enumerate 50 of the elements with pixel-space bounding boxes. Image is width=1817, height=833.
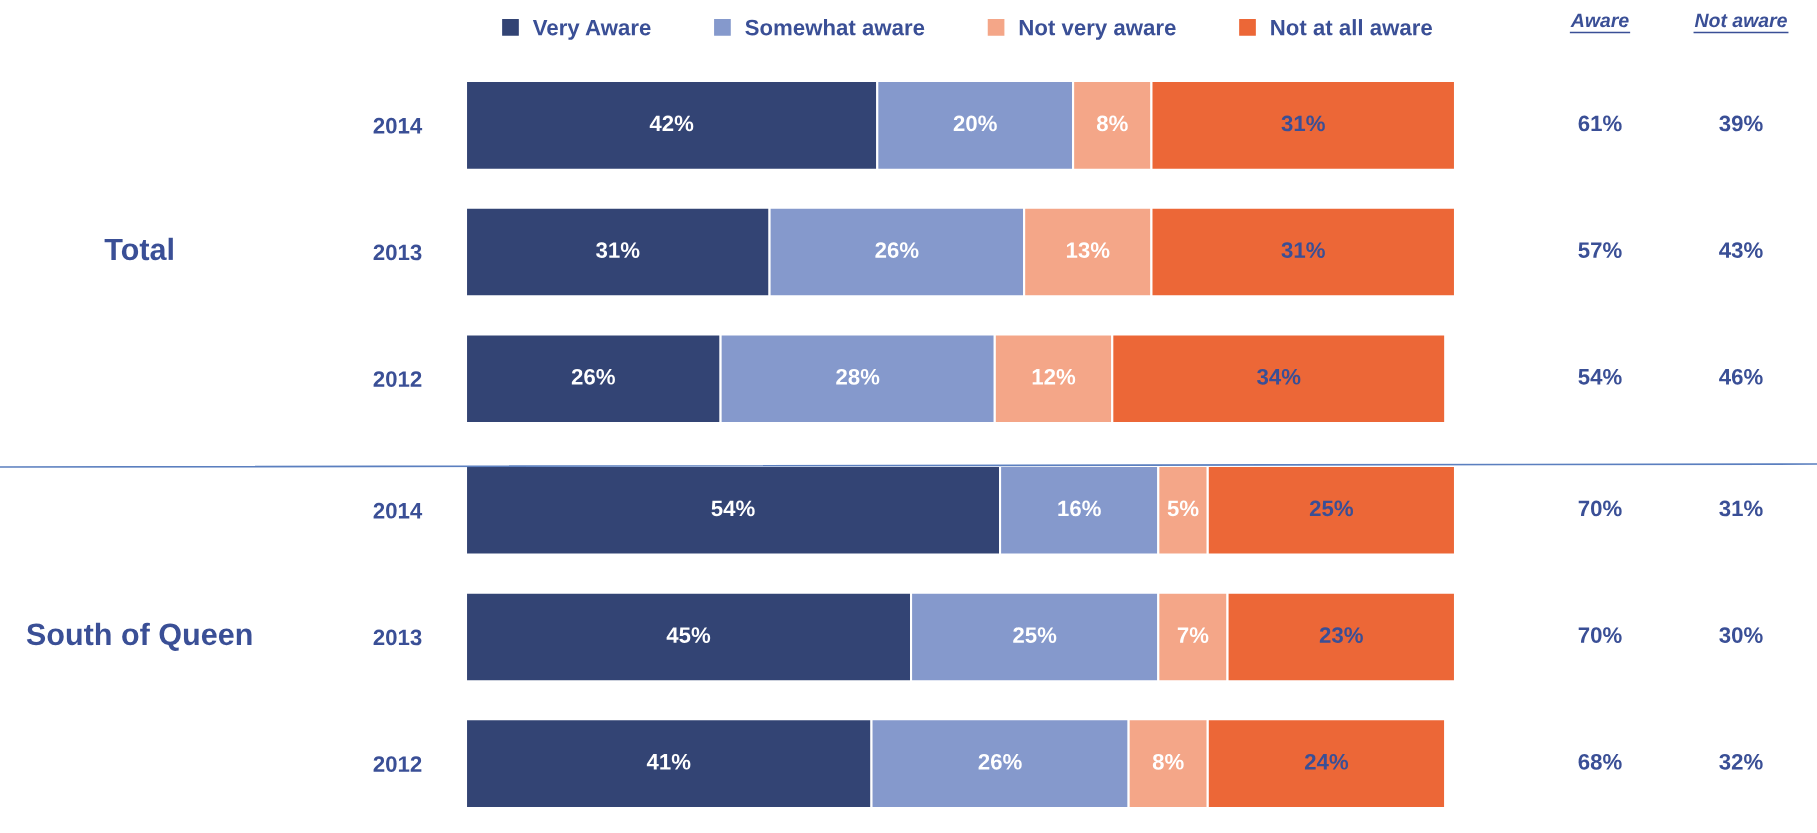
data-label: 12% xyxy=(1032,368,1076,385)
data-label: 28% xyxy=(836,368,880,385)
text: 43% xyxy=(1719,242,1763,258)
data-label: 23% xyxy=(1319,627,1363,643)
data-label: 5% xyxy=(1167,500,1199,517)
data-label: 26% xyxy=(875,242,919,258)
text: 57% xyxy=(1578,242,1622,258)
data-label: 20% xyxy=(953,115,997,132)
y-tick-label: 2013 xyxy=(373,629,422,646)
y-tick-label: 2014 xyxy=(373,117,423,134)
data-label: 54% xyxy=(711,500,755,517)
data-label: 8% xyxy=(1152,753,1184,770)
data-label: 25% xyxy=(1013,627,1057,643)
data-label: 42% xyxy=(649,115,694,132)
y-tick-label: 2013 xyxy=(373,244,422,261)
y-axis-title: Total xyxy=(104,237,173,261)
text: 68% xyxy=(1578,753,1622,770)
text: 70% xyxy=(1578,627,1622,643)
data-label: 8% xyxy=(1096,115,1128,132)
text: 31% xyxy=(1719,500,1763,517)
legend-label: Not at all aware xyxy=(1271,19,1432,36)
text: Aware xyxy=(1570,13,1629,28)
legend-label: Somewhat aware xyxy=(745,19,925,36)
legend-label: Not very aware xyxy=(1019,19,1176,40)
legend-label: Very Aware xyxy=(532,19,651,40)
data-label: 25% xyxy=(1309,500,1354,517)
y-tick-label: 2014 xyxy=(373,502,423,519)
text: 32% xyxy=(1719,753,1763,770)
text: 61% xyxy=(1578,115,1622,132)
data-label: 31% xyxy=(596,242,640,258)
data-label: 13% xyxy=(1066,242,1110,258)
data-label: 16% xyxy=(1058,500,1101,517)
data-label: 7% xyxy=(1177,627,1209,643)
y-tick-label: 2012 xyxy=(373,371,422,387)
data-label: 26% xyxy=(978,753,1022,770)
data-label: 26% xyxy=(571,368,615,385)
y-tick-label: 2012 xyxy=(373,756,422,772)
data-label: 24% xyxy=(1304,753,1349,770)
data-label: 41% xyxy=(646,753,691,770)
data-label: 45% xyxy=(666,627,711,643)
text: 46% xyxy=(1719,368,1763,385)
data-label: 31% xyxy=(1281,242,1325,258)
text: Not aware xyxy=(1694,13,1787,28)
y-axis-title: South of Queen xyxy=(26,622,252,651)
data-label: 34% xyxy=(1257,368,1301,385)
text: 54% xyxy=(1578,368,1622,385)
text: 39% xyxy=(1719,115,1763,132)
data-label: 31% xyxy=(1281,115,1325,132)
text: 70% xyxy=(1578,500,1622,517)
text: 30% xyxy=(1719,627,1763,643)
